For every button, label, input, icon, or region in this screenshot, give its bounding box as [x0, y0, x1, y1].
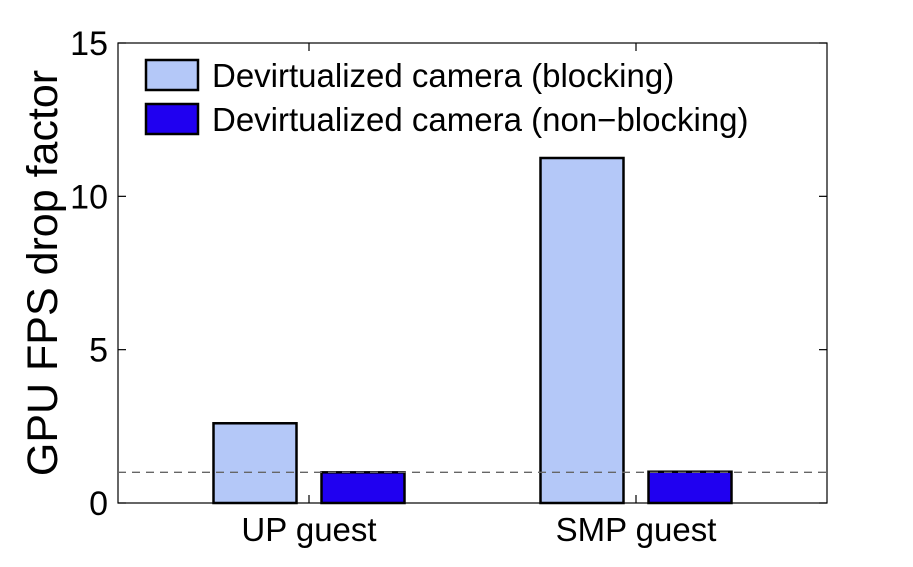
bar-non-blocking-smp-guest: [647, 470, 733, 505]
x-category-label: UP guest: [241, 511, 376, 548]
legend-swatch-blocking: [144, 58, 200, 92]
x-category-label: SMP guest: [556, 511, 717, 548]
y-tick-label: 5: [89, 332, 108, 370]
legend-label-non-blocking: Devirtualized camera (non−blocking): [212, 101, 749, 138]
y-tick-label: 10: [70, 178, 108, 216]
y-tick-label: 15: [70, 25, 108, 63]
y-axis-title: GPU FPS drop factor: [19, 70, 67, 476]
bar-blocking-up-guest: [212, 422, 298, 505]
bar-blocking-smp-guest: [539, 156, 625, 505]
legend-label-blocking: Devirtualized camera (blocking): [212, 57, 674, 94]
plot-frame: [117, 42, 828, 504]
plot-area: 0 5 10 15 UP guest SMP guest Devirtualized cam…: [70, 25, 828, 548]
legend-swatch-non-blocking: [144, 102, 200, 136]
bar-non-blocking-up-guest: [320, 471, 406, 505]
y-tick-label: 0: [89, 485, 108, 523]
